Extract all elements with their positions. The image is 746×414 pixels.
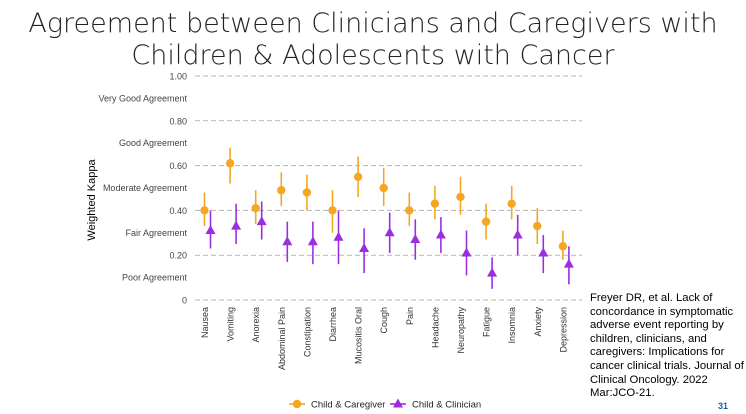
- clinician-point: [410, 234, 421, 244]
- clinician-point: [231, 220, 242, 230]
- agreement-band-label: Good Agreement: [119, 138, 188, 148]
- x-tick-label: Mucositis Oral: [354, 307, 364, 364]
- caregiver-point: [200, 206, 209, 215]
- legend: Child & Caregiver Child & Clinician: [289, 398, 481, 411]
- clinician-point: [282, 236, 293, 246]
- slide-number: 31: [718, 401, 729, 411]
- x-tick-labels: Nausea Vomiting Anorexia Abdominal Pain Cons…: [200, 307, 568, 371]
- y-tick-labels: 0 0.20 0.40 0.60 0.80 1.00: [169, 72, 187, 306]
- citation-text: Freyer DR, et al. Lack of concordance in…: [590, 292, 744, 400]
- clinician-point: [384, 227, 395, 237]
- clinician-point: [359, 242, 370, 252]
- y-tick-label: 1.00: [169, 72, 187, 82]
- agreement-band-label: Fair Agreement: [125, 228, 187, 238]
- caregiver-point: [225, 159, 235, 168]
- x-tick-label: Headache: [430, 307, 440, 348]
- y-tick-label: 0.60: [169, 161, 187, 171]
- legend-circle-marker: [292, 399, 302, 409]
- clinician-point: [487, 267, 498, 277]
- data-marks: [200, 147, 574, 289]
- caregiver-point: [430, 199, 440, 208]
- x-tick-label: Fatigue: [482, 307, 492, 337]
- caregiver-point: [558, 242, 568, 251]
- y-axis-title: Weighted Kappa: [86, 159, 98, 241]
- legend-label: Child & Clinician: [412, 400, 481, 411]
- y-tick-label: 0.80: [169, 116, 187, 126]
- legend-label: Child & Caregiver: [311, 400, 385, 411]
- agreement-band-labels: Poor Agreement Fair Agreement Moderate Agr…: [98, 93, 187, 282]
- caregiver-point: [379, 183, 388, 193]
- caregiver-point: [405, 206, 414, 215]
- y-tick-label: 0.20: [169, 251, 187, 261]
- caregiver-point: [251, 203, 260, 213]
- y-tick-label: 0: [182, 296, 187, 306]
- x-tick-label: Anorexia: [251, 307, 261, 343]
- x-tick-label: Nausea: [200, 307, 210, 338]
- clinician-point: [307, 236, 318, 246]
- x-tick-label: Insomnia: [507, 307, 517, 344]
- agreement-band-label: Moderate Agreement: [103, 183, 188, 193]
- clinician-point: [538, 247, 549, 257]
- slide-title-line-1: Agreement between Clinicians and Caregiv…: [28, 8, 718, 39]
- caregiver-point: [277, 186, 286, 195]
- x-tick-label: Constipation: [302, 307, 312, 357]
- y-tick-label: 0.40: [169, 206, 187, 216]
- x-tick-label: Cough: [379, 307, 389, 334]
- legend-triangle-marker: [393, 398, 403, 408]
- caregiver-point: [507, 199, 516, 208]
- x-tick-label: Depression: [558, 307, 568, 353]
- clinician-point: [256, 216, 267, 226]
- clinician-point: [512, 229, 523, 239]
- x-tick-label: Pain: [405, 307, 415, 325]
- agreement-band-label: Poor Agreement: [122, 273, 188, 283]
- gridlines: [195, 75, 582, 301]
- agreement-band-label: Very Good Agreement: [98, 93, 187, 103]
- caregiver-point: [353, 172, 363, 181]
- x-tick-label: Anxiety: [533, 307, 543, 337]
- clinician-point: [205, 225, 216, 235]
- x-tick-label: Neuropathy: [456, 307, 466, 354]
- caregiver-point: [328, 206, 337, 215]
- x-tick-label: Abdominal Pain: [277, 307, 287, 370]
- caregiver-point: [302, 188, 312, 197]
- clinician-point: [333, 231, 344, 241]
- clinician-point: [461, 247, 472, 257]
- slide-title-line-2: Children & Adolescents with Cancer: [131, 40, 615, 71]
- caregiver-point: [456, 192, 465, 202]
- x-tick-label: Vomiting: [226, 307, 236, 342]
- x-tick-label: Diarrhea: [328, 307, 338, 342]
- caregiver-point: [481, 217, 491, 226]
- caregiver-point: [533, 221, 542, 231]
- clinician-point: [563, 258, 574, 268]
- clinician-point: [435, 229, 446, 239]
